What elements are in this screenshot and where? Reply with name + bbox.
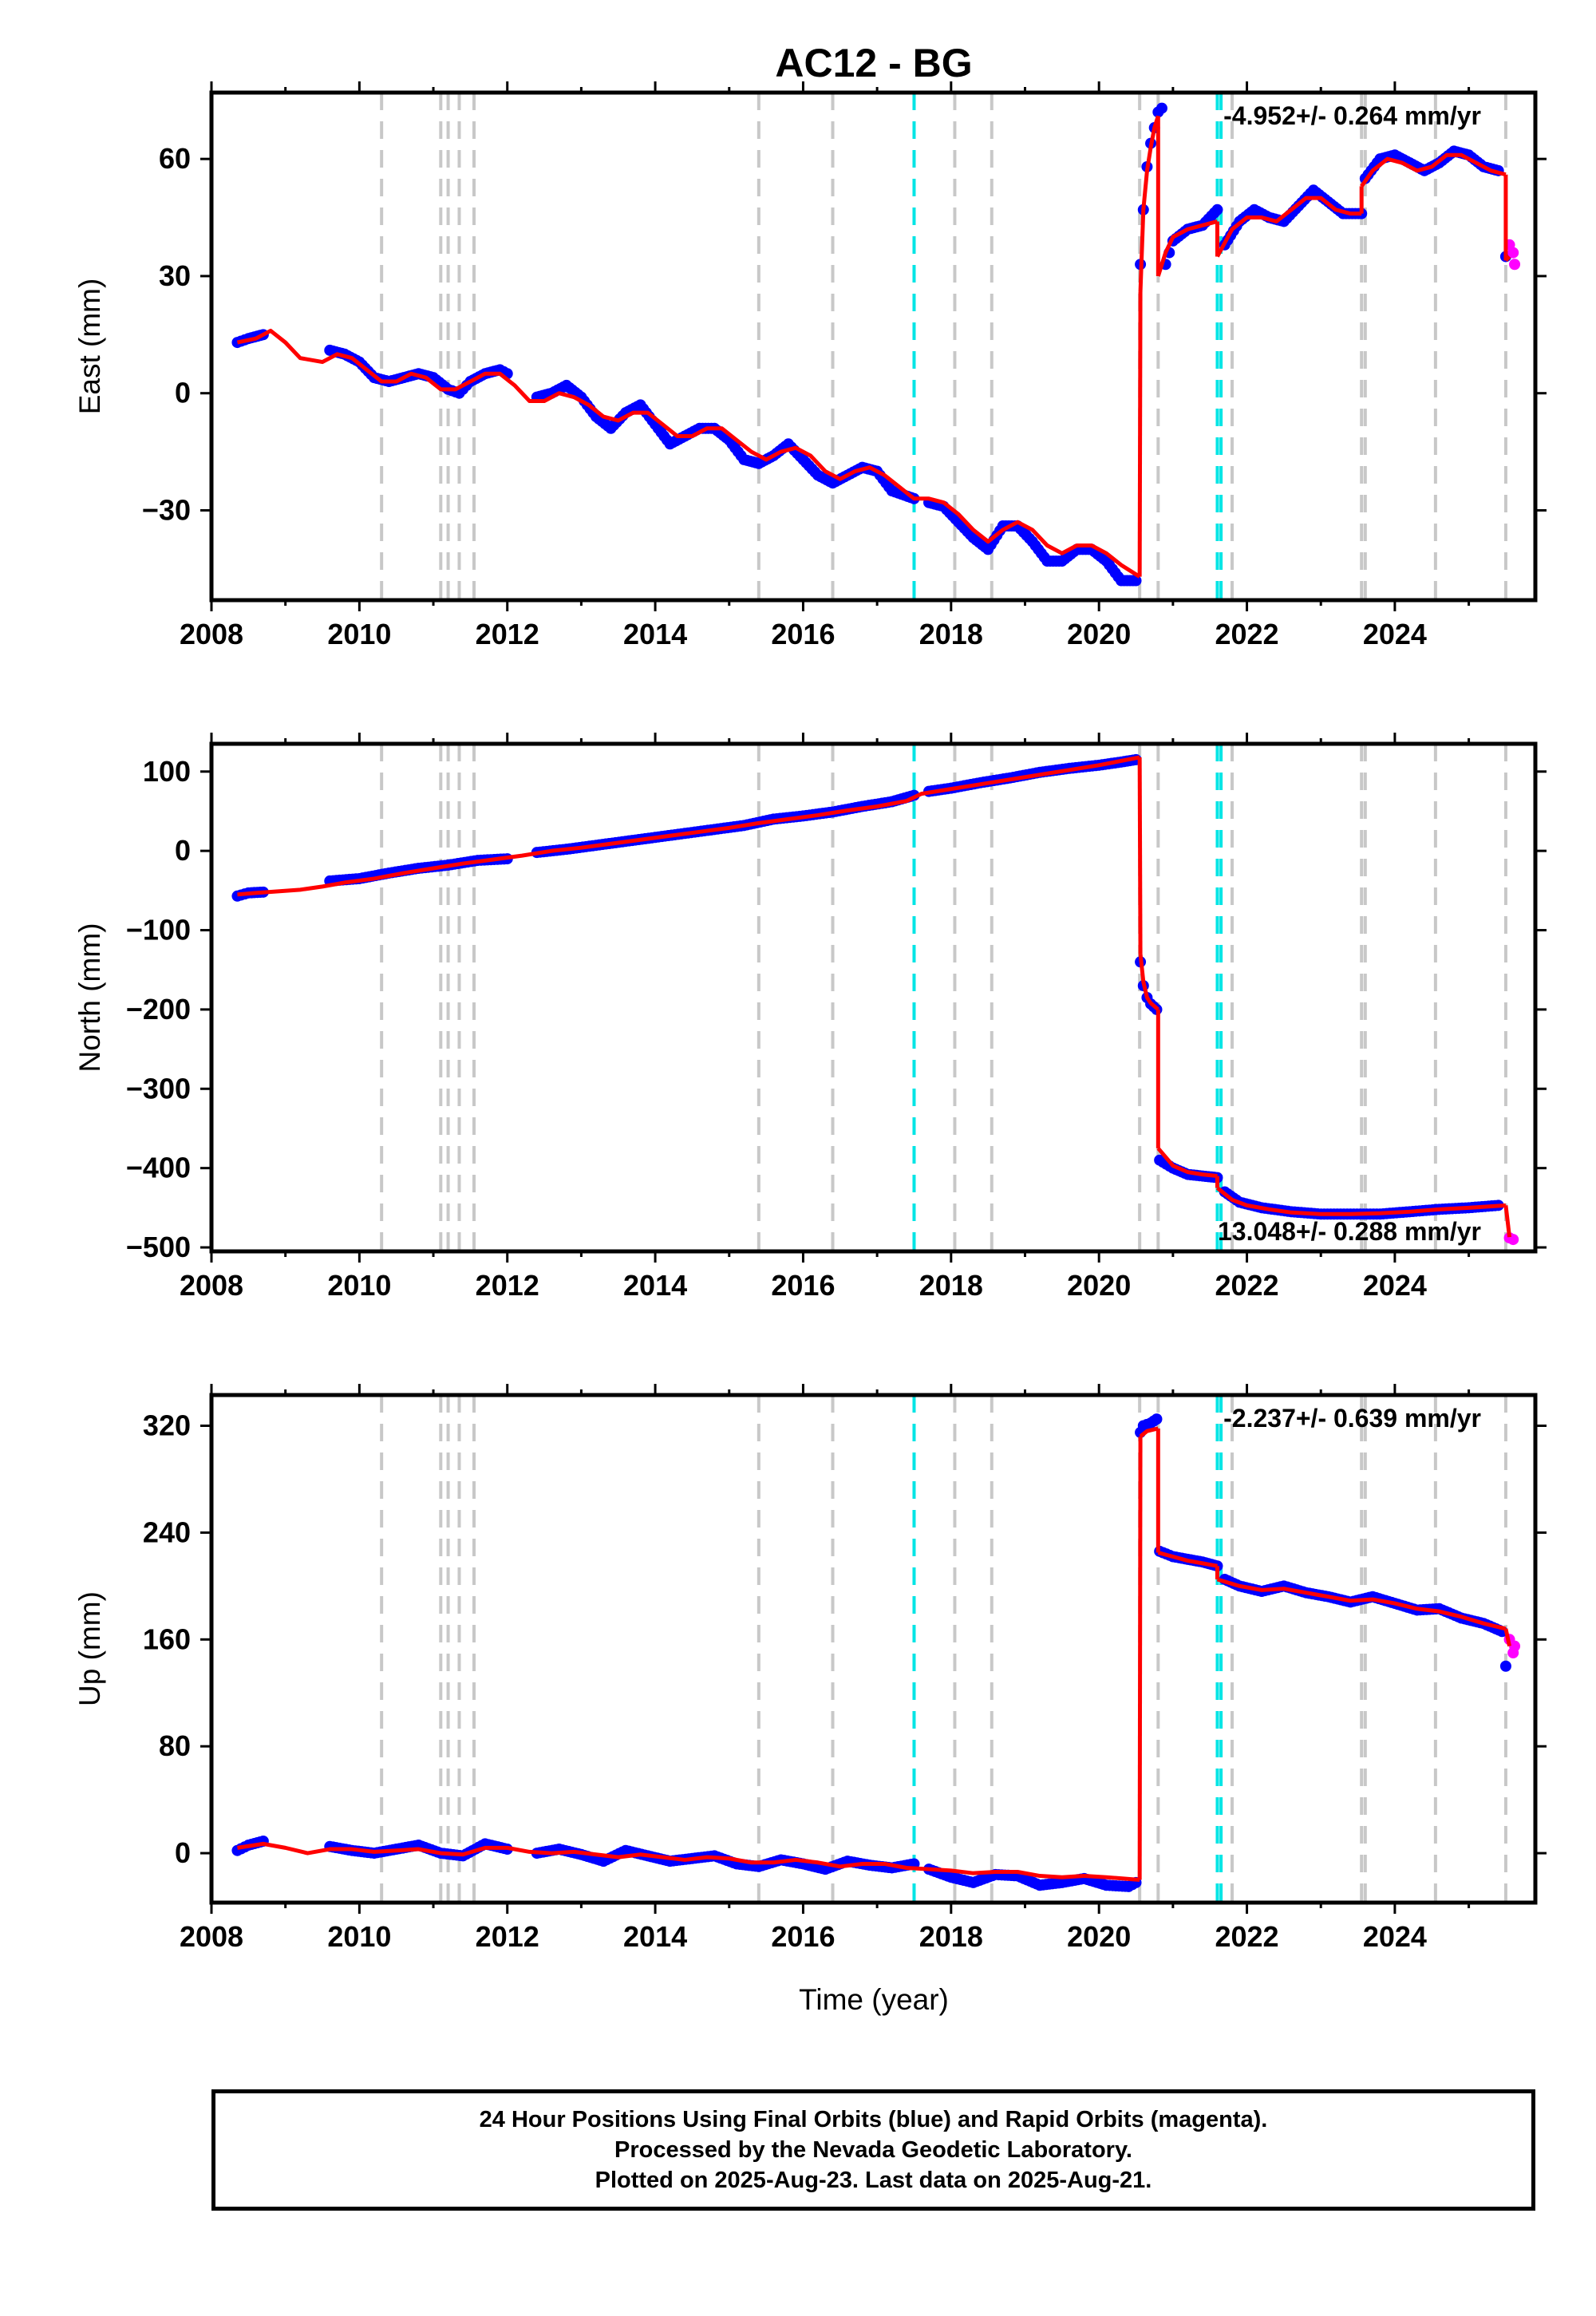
north-frame xyxy=(209,741,1538,1254)
x-tick-label: 2022 xyxy=(1215,1920,1278,1953)
east-frame xyxy=(209,90,1538,603)
final-orbit-point xyxy=(1151,1413,1163,1425)
model-fit-line xyxy=(1139,1426,1159,1438)
x-tick-label: 2024 xyxy=(1363,1269,1427,1302)
model-fit xyxy=(236,115,1511,579)
east-panel: 2008 2010 2012 2014 2016 2018 2020 2022 2024 −30 0… xyxy=(73,81,1547,650)
x-tick-label: 2018 xyxy=(919,1269,983,1302)
footer-line-2: Processed by the Nevada Geodetic Laborat… xyxy=(614,2137,1132,2163)
y-tick-label: 240 xyxy=(143,1516,191,1548)
panels: 2008 2010 2012 2014 2016 2018 2020 2022 2024−300… xyxy=(73,81,1547,1953)
model-fit-line xyxy=(1216,1577,1507,1631)
x-tick-label: 2014 xyxy=(623,1920,687,1953)
model-fit-line xyxy=(1503,1205,1512,1238)
x-tick-label: 2016 xyxy=(771,1920,835,1953)
x-tick-label: 2020 xyxy=(1067,1269,1131,1302)
x-tick-label: 2008 xyxy=(180,1269,243,1302)
x-tick-label: 2010 xyxy=(327,1920,391,1953)
model-fit xyxy=(237,1426,1512,1883)
y-tick-label: 0 xyxy=(175,834,191,867)
y-tick-label: 0 xyxy=(175,377,191,409)
model-fit-line xyxy=(1503,1628,1512,1647)
y-tick-label: 80 xyxy=(159,1729,191,1762)
x-tick-label: 2012 xyxy=(476,618,539,650)
final-orbit-point xyxy=(1156,102,1167,114)
x-tick-label: 2024 xyxy=(1363,1920,1427,1953)
x-tick-label: 2008 xyxy=(180,618,243,650)
x-tick-label: 2022 xyxy=(1215,1269,1278,1302)
x-tick-label: 2024 xyxy=(1363,618,1427,650)
x-tick-label: 2012 xyxy=(476,1920,539,1953)
y-tick-label: −30 xyxy=(142,493,191,526)
x-tick-label: 2016 xyxy=(771,618,835,650)
model-fit-line xyxy=(237,755,1140,897)
y-tick-label: −500 xyxy=(126,1231,191,1263)
up-frame xyxy=(209,1393,1538,1905)
east-axis-label: East (mm) xyxy=(73,279,106,415)
footer-line-3: Plotted on 2025-Aug-23. Last data on 202… xyxy=(595,2168,1152,2193)
up-rate-label: -2.237+/- 0.639 mm/yr xyxy=(1223,1404,1481,1433)
x-tick-label: 2014 xyxy=(623,1269,687,1302)
x-tick-label: 2010 xyxy=(327,1269,391,1302)
model-fit-line xyxy=(1138,954,1159,1011)
x-tick-label: 2010 xyxy=(327,618,391,650)
model-fit-line xyxy=(1504,255,1511,263)
y-tick-label: −400 xyxy=(126,1152,191,1184)
up-panel: 2008 2010 2012 2014 2016 2018 2020 2022 2024 0 80 1… xyxy=(73,1384,1547,1953)
x-tick-label: 2014 xyxy=(623,618,687,650)
footer-line-1: 24 Hour Positions Using Final Orbits (bl… xyxy=(479,2107,1268,2132)
model-fit-line xyxy=(1215,1186,1507,1216)
y-tick-label: −200 xyxy=(126,993,191,1026)
model-fit xyxy=(237,755,1512,1238)
y-tick-label: 160 xyxy=(143,1622,191,1655)
model-fit-line xyxy=(1138,115,1160,292)
x-tick-label: 2022 xyxy=(1215,618,1278,650)
y-tick-label: 30 xyxy=(159,259,191,292)
x-tick-label: 2012 xyxy=(476,1269,539,1302)
y-tick-label: 60 xyxy=(159,142,191,175)
y-tick-label: −100 xyxy=(126,914,191,947)
x-tick-label: 2020 xyxy=(1067,1920,1131,1953)
data-points xyxy=(231,753,1519,1246)
rapid-orbit-point xyxy=(1509,1640,1521,1652)
model-fit-line xyxy=(236,328,1141,579)
y-tick-label: −300 xyxy=(126,1072,191,1105)
north-axis-label: North (mm) xyxy=(73,923,106,1072)
model-fit-line xyxy=(1157,1551,1218,1568)
model-fit-line xyxy=(237,1841,1140,1883)
rapid-orbit-point xyxy=(1509,259,1521,271)
model-fit-line xyxy=(1156,219,1219,277)
chart-title: AC12 - BG xyxy=(775,41,972,85)
north-panel: 2008 2010 2012 2014 2016 2018 2020 2022 2024 −500… xyxy=(73,733,1547,1302)
rapid-orbit-point xyxy=(1507,247,1519,259)
model-fit-line xyxy=(1156,1147,1218,1179)
x-axis-label: Time (year) xyxy=(799,1983,949,2016)
east-rate-label: -4.952+/- 0.264 mm/yr xyxy=(1223,101,1481,130)
final-orbit-point xyxy=(1499,1660,1511,1672)
footer-box: 24 Hour Positions Using Final Orbits (bl… xyxy=(211,2089,1535,2211)
data-points xyxy=(231,1413,1521,1892)
data-points xyxy=(231,102,1521,587)
x-tick-label: 2018 xyxy=(919,1920,983,1953)
x-tick-label: 2020 xyxy=(1067,618,1131,650)
y-tick-label: 100 xyxy=(143,755,191,788)
up-axis-label: Up (mm) xyxy=(73,1591,106,1706)
model-fit-line xyxy=(1360,152,1507,188)
x-tick-label: 2008 xyxy=(180,1920,243,1953)
x-tick-label: 2016 xyxy=(771,1269,835,1302)
y-tick-label: 320 xyxy=(143,1409,191,1441)
y-tick-label: 0 xyxy=(175,1836,191,1869)
north-rate-label: 13.048+/- 0.288 mm/yr xyxy=(1218,1217,1481,1246)
model-fit-line xyxy=(1215,196,1362,258)
final-orbit-point xyxy=(1211,204,1223,215)
x-tick-label: 2018 xyxy=(919,618,983,650)
